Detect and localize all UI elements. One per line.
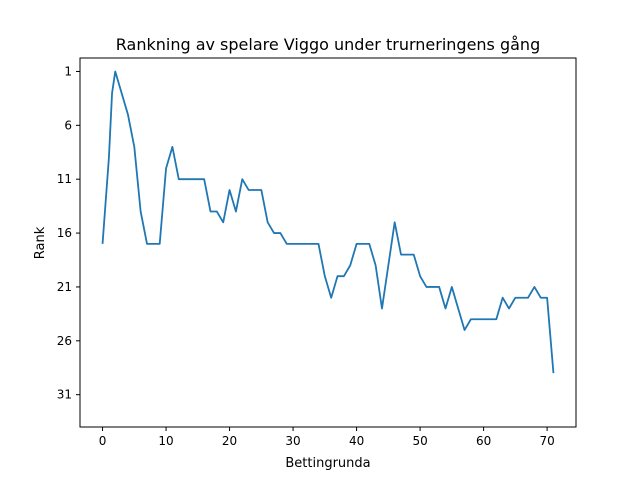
y-tick-label: 6: [64, 118, 72, 132]
x-tick-label: 70: [539, 434, 554, 448]
x-tick-label: 30: [285, 434, 300, 448]
x-tick-label: 50: [412, 434, 427, 448]
axes-frame: [79, 57, 577, 428]
x-tick-label: 10: [158, 434, 173, 448]
x-axis-ticks: 0 10 20 30 40 50 60 70: [99, 427, 555, 448]
y-tick-label: 31: [57, 388, 72, 402]
axes-background: [80, 58, 576, 427]
chart-title: Rankning av spelare Viggo under trurneri…: [116, 35, 540, 54]
y-tick-label: 11: [57, 172, 72, 186]
y-tick-label: 16: [57, 226, 72, 240]
y-axis-label: Rank: [33, 226, 48, 259]
x-axis-label: Bettingrunda: [285, 456, 370, 471]
y-tick-label: 1: [64, 64, 72, 78]
line-layer: [101, 70, 555, 374]
x-tick-label: 0: [99, 434, 107, 448]
x-tick-label: 60: [476, 434, 491, 448]
series-line-viggo: [101, 70, 555, 374]
x-tick-label: 20: [222, 434, 237, 448]
y-tick-label: 26: [57, 334, 72, 348]
x-tick-label: 40: [349, 434, 364, 448]
y-tick-label: 21: [57, 280, 72, 294]
